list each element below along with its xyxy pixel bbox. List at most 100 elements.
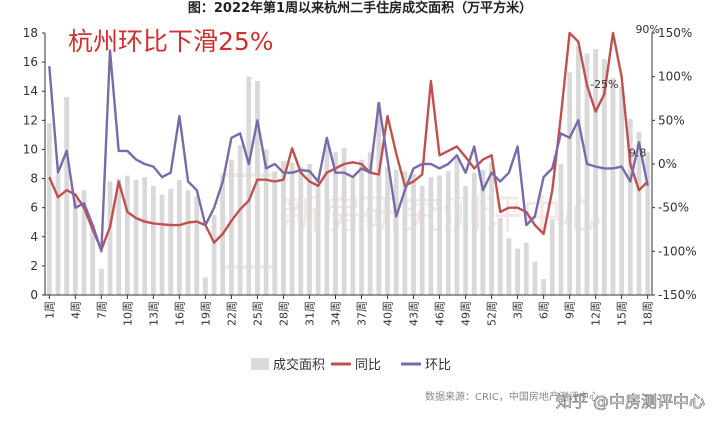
y-left-tick-label: 12 xyxy=(23,113,38,127)
x-tick-label: 12周 xyxy=(590,301,603,326)
bar xyxy=(627,118,633,295)
legend-swatch xyxy=(251,358,269,370)
bar xyxy=(437,175,442,295)
y-left-tick-label: 14 xyxy=(23,84,38,98)
y-right-tick-label: 50% xyxy=(658,113,685,127)
bar xyxy=(98,268,104,295)
bar xyxy=(419,185,425,295)
bar xyxy=(411,174,416,295)
y-left-tick-label: 16 xyxy=(23,55,38,69)
bar xyxy=(350,178,356,295)
x-tick-label: 31周 xyxy=(303,301,316,326)
bar xyxy=(480,169,486,295)
bar xyxy=(515,248,520,295)
bar xyxy=(471,172,477,295)
bar xyxy=(454,158,460,295)
x-tick-label: 9周 xyxy=(564,301,577,319)
bar xyxy=(619,86,625,295)
bar xyxy=(159,194,165,295)
x-tick-label: 10周 xyxy=(121,301,134,326)
y-left-tick-label: 8 xyxy=(30,172,38,186)
bar xyxy=(237,145,243,295)
bar xyxy=(263,149,269,295)
bar xyxy=(64,97,70,296)
bar xyxy=(393,169,399,295)
y-right-tick-label: 150% xyxy=(658,26,692,40)
bar xyxy=(428,177,434,295)
y-left-tick-label: 18 xyxy=(23,26,38,40)
x-tick-label: 1周 xyxy=(43,301,56,319)
bar xyxy=(142,177,148,295)
bar xyxy=(72,198,78,295)
data-source: 数据来源：CRIC，中国房地产测评中心 xyxy=(425,390,599,403)
x-tick-label: 22周 xyxy=(225,301,238,326)
zhihu-watermark: 知乎 @中房测评中心 xyxy=(556,392,705,411)
bar xyxy=(168,188,174,295)
y-right-tick-label: -100% xyxy=(658,244,697,258)
x-tick-label: 34周 xyxy=(329,301,342,326)
y-left-tick-label: 6 xyxy=(30,201,38,215)
x-tick-label: 4周 xyxy=(69,301,82,319)
bar xyxy=(645,152,651,295)
bar xyxy=(203,277,208,295)
bar xyxy=(124,175,130,295)
x-tick-label: 19周 xyxy=(199,301,212,326)
bar xyxy=(255,81,260,296)
x-tick-label: 3周 xyxy=(512,301,525,319)
bar xyxy=(46,123,52,295)
bar xyxy=(558,164,564,295)
bar xyxy=(584,53,590,295)
bar xyxy=(376,102,382,295)
legend-label: 环比 xyxy=(425,358,451,373)
bar xyxy=(246,76,252,296)
data-label: 90% xyxy=(635,23,659,36)
bar xyxy=(272,171,278,295)
bar xyxy=(497,217,503,295)
y-left-tick-label: 0 xyxy=(30,288,38,302)
x-tick-label: 7周 xyxy=(95,301,108,319)
bar xyxy=(567,72,573,295)
bar xyxy=(307,164,312,295)
bar xyxy=(341,147,347,295)
bar xyxy=(55,174,61,295)
bar xyxy=(151,185,156,295)
bar xyxy=(593,49,599,296)
x-tick-label: 13周 xyxy=(147,301,160,326)
bar xyxy=(532,261,538,295)
bar xyxy=(333,152,338,295)
bar xyxy=(506,238,512,295)
x-tick-label: 28周 xyxy=(277,301,290,326)
y-right-tick-label: 0% xyxy=(658,157,677,171)
bar xyxy=(601,59,607,296)
bar xyxy=(367,152,373,295)
bar xyxy=(298,166,304,295)
x-tick-label: 37周 xyxy=(356,301,369,326)
y-left-tick-label: 10 xyxy=(23,142,38,156)
data-label: -25% xyxy=(590,78,618,91)
bar xyxy=(177,180,182,295)
bar xyxy=(229,159,234,295)
bar xyxy=(289,162,295,295)
data-label: 9.8 xyxy=(629,146,647,159)
x-tick-label: 43周 xyxy=(408,301,421,326)
y-left-tick-label: 4 xyxy=(30,230,38,244)
bar xyxy=(315,181,321,295)
bar xyxy=(445,171,451,295)
bar xyxy=(211,214,217,295)
bar xyxy=(385,166,390,295)
bar xyxy=(463,185,468,295)
y-right-tick-label: -50% xyxy=(658,201,689,215)
overlay-title: 杭州环比下滑25% xyxy=(68,27,274,56)
x-tick-label: 25周 xyxy=(251,301,264,326)
legend: 成交面积 同比 环比 xyxy=(251,357,451,373)
y-right-tick-label: 100% xyxy=(658,70,692,84)
bar xyxy=(610,78,616,295)
y-right-tick-label: -150% xyxy=(658,288,697,302)
bar xyxy=(81,190,87,295)
x-tick-label: 6周 xyxy=(538,301,551,319)
bar xyxy=(636,131,642,295)
legend-label: 同比 xyxy=(355,358,381,373)
legend-label: 成交面积 xyxy=(273,357,325,373)
x-tick-label: 46周 xyxy=(434,301,447,326)
